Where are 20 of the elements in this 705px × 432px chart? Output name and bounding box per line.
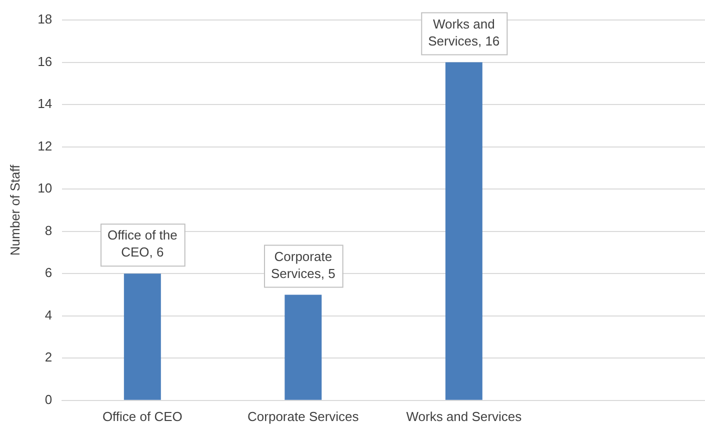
bar	[124, 274, 161, 400]
y-tick-label: 8	[44, 222, 52, 238]
y-tick-label: 4	[44, 307, 52, 322]
y-tick-label: 10	[38, 180, 52, 196]
data-label: Office of the CEO, 6	[108, 228, 178, 260]
y-tick-label: 6	[44, 265, 52, 280]
x-tick-label: Corporate Services	[248, 408, 360, 424]
x-tick-label: Works and Services	[406, 408, 522, 424]
y-axis-title: Number of Staff	[7, 164, 22, 256]
x-tick-label: Office of CEO	[102, 408, 182, 424]
data-label: Works and Services, 16	[428, 16, 500, 48]
y-tick-label: 2	[44, 350, 52, 365]
y-tick-label: 16	[38, 54, 52, 69]
y-tick-label: 14	[38, 96, 52, 112]
data-label: Corporate Services, 5	[271, 248, 336, 281]
y-tick-label: 12	[38, 138, 52, 154]
y-tick-label: 0	[44, 392, 52, 407]
bar	[284, 294, 322, 400]
y-tick-label: 18	[38, 12, 52, 27]
bar	[445, 62, 482, 400]
